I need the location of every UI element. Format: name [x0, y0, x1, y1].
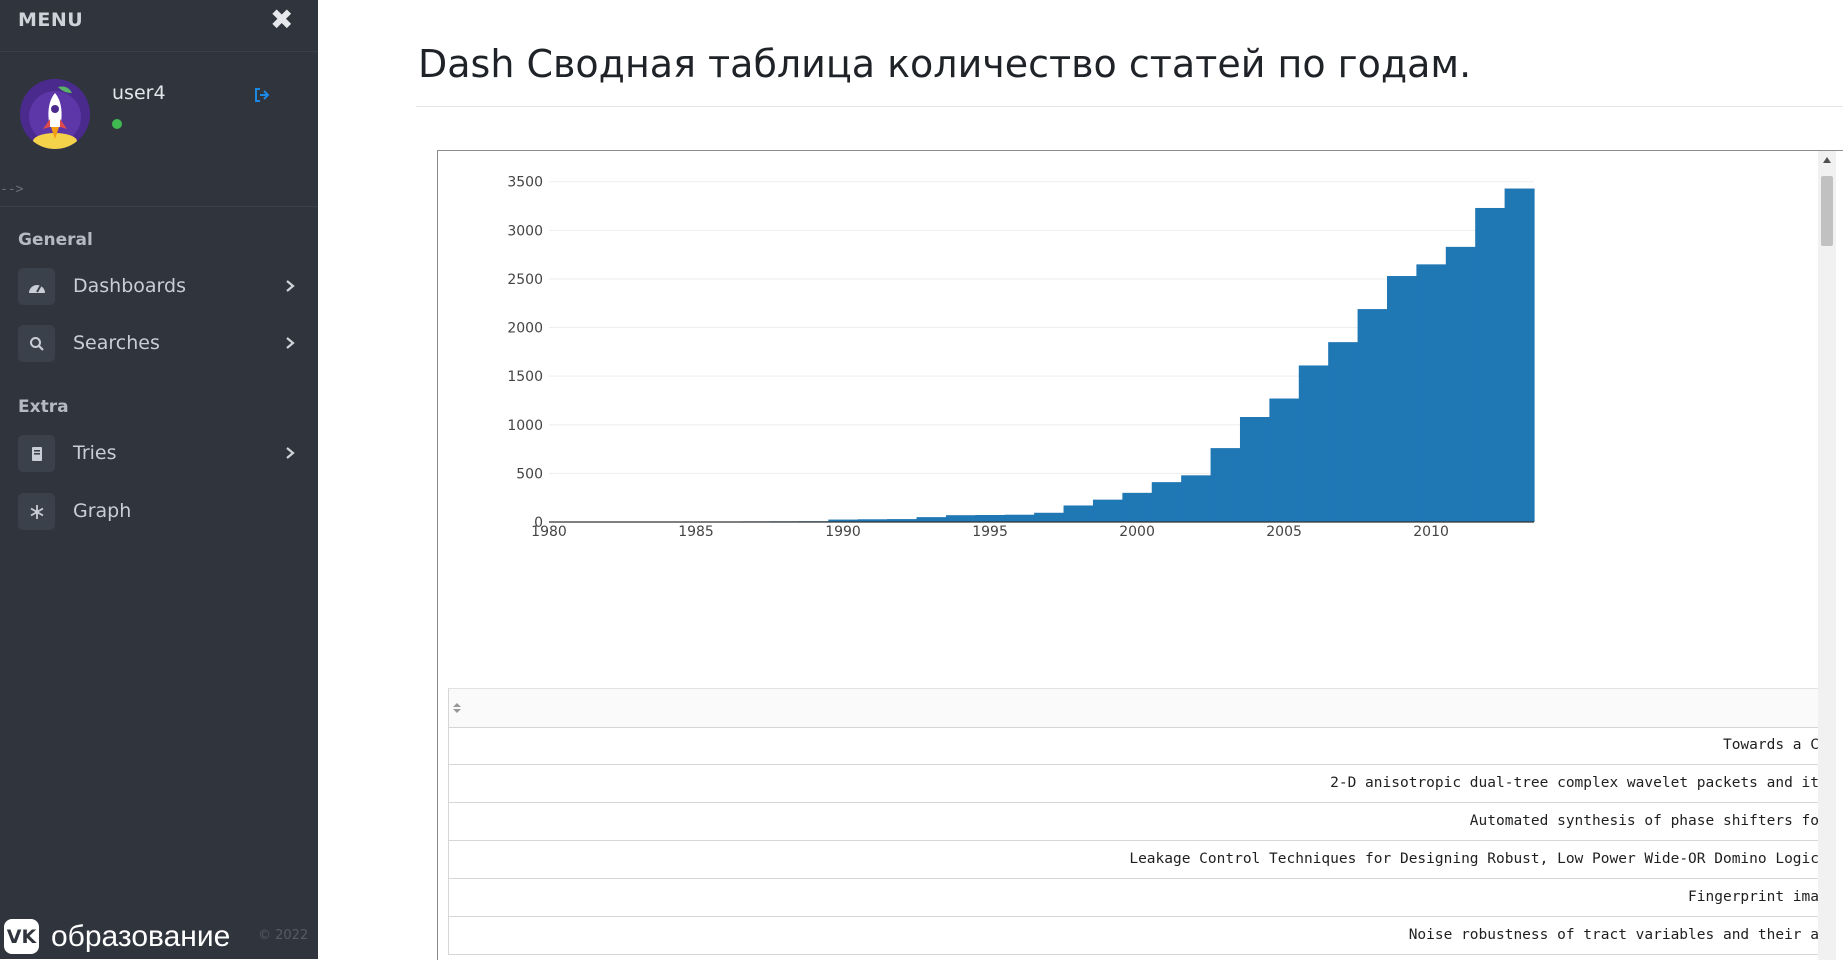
bar[interactable]: [1446, 247, 1476, 522]
bar[interactable]: [1299, 365, 1329, 522]
bar[interactable]: [1475, 208, 1505, 522]
bar[interactable]: [1152, 482, 1182, 522]
username: user4: [112, 82, 166, 104]
table-row[interactable]: Leakage Control Techniques for Designing…: [448, 841, 1819, 879]
bar[interactable]: [1358, 309, 1388, 522]
bar[interactable]: [975, 515, 1005, 522]
sidebar-item-label: Graph: [73, 500, 131, 522]
x-tick-label: 1985: [678, 524, 714, 540]
y-tick-label: 3000: [507, 223, 543, 239]
bar[interactable]: [1005, 515, 1035, 522]
sidebar-item-label: Tries: [73, 442, 117, 464]
y-tick-label: 1500: [507, 369, 543, 385]
table-cell: Towards a C: [449, 727, 1819, 764]
scroll-up-arrow-icon[interactable]: [1818, 153, 1836, 167]
bar[interactable]: [1181, 475, 1211, 522]
copyright-text: © 2022: [258, 928, 308, 943]
sidebar-item-graph[interactable]: Graph: [0, 490, 318, 538]
bar[interactable]: [1034, 513, 1064, 522]
bar[interactable]: [1093, 500, 1123, 522]
x-tick-label: 1990: [825, 524, 861, 540]
table-header: [448, 688, 1819, 728]
page-title: Dash Сводная таблица количество статей п…: [418, 42, 1471, 86]
vk-logo-icon: VK: [4, 919, 39, 954]
bar[interactable]: [1505, 189, 1535, 522]
section-label-general: General: [18, 230, 93, 250]
table-cell: Noise robustness of tract variables and …: [449, 917, 1819, 954]
divider: [0, 51, 318, 52]
article-title: Noise robustness of tract variables and …: [1409, 927, 1819, 943]
article-title: Leakage Control Techniques for Designing…: [1129, 851, 1819, 867]
sidebar-item-label: Searches: [73, 332, 160, 354]
logout-icon[interactable]: [254, 87, 270, 106]
x-tick-label: 1980: [531, 524, 567, 540]
bar[interactable]: [1269, 399, 1299, 522]
scroll-thumb[interactable]: [1821, 176, 1833, 246]
menu-title: MENU: [18, 9, 83, 31]
sidebar-item-searches[interactable]: Searches: [0, 322, 318, 370]
table-row[interactable]: Noise robustness of tract variables and …: [448, 917, 1819, 955]
table-row[interactable]: Automated synthesis of phase shifters fo: [448, 803, 1819, 841]
article-title: Towards a C: [1723, 737, 1819, 753]
article-title: Automated synthesis of phase shifters fo: [1470, 813, 1819, 829]
section-label-extra: Extra: [18, 397, 69, 417]
search-icon: [18, 325, 55, 362]
x-tick-label: 1995: [972, 524, 1008, 540]
article-title: Fingerprint ima: [1688, 889, 1819, 905]
snowflake-icon: [18, 493, 55, 530]
comment-arrow-text: -->: [0, 182, 23, 197]
bar[interactable]: [1387, 276, 1417, 522]
y-tick-label: 500: [516, 466, 543, 482]
book-icon: [18, 435, 55, 472]
dashboard-icon: [18, 268, 55, 305]
sidebar-item-dashboards[interactable]: Dashboards: [0, 265, 318, 313]
bar[interactable]: [1211, 448, 1241, 522]
table-cell: 2-D anisotropic dual-tree complex wavele…: [449, 765, 1819, 802]
bar[interactable]: [1064, 505, 1094, 522]
table-row[interactable]: Fingerprint ima: [448, 879, 1819, 917]
bar[interactable]: [1122, 493, 1152, 522]
y-tick-label: 1000: [507, 418, 543, 434]
y-tick-label: 2500: [507, 272, 543, 288]
bar[interactable]: [1328, 342, 1358, 522]
table-cell: Leakage Control Techniques for Designing…: [449, 841, 1819, 878]
vk-education-logo: VK образование: [4, 919, 230, 954]
chevron-right-icon: [285, 444, 295, 462]
table-cell: Fingerprint ima: [449, 879, 1819, 916]
chart-bars: [593, 189, 1534, 522]
bar[interactable]: [1416, 264, 1446, 522]
y-tick-label: 3500: [507, 175, 543, 191]
sidebar-item-label: Dashboards: [73, 275, 186, 297]
avatar: [20, 79, 90, 149]
y-tick-label: 2000: [507, 321, 543, 337]
chevron-right-icon: [285, 277, 295, 295]
table-row[interactable]: Towards a C: [448, 727, 1819, 765]
bar[interactable]: [1240, 417, 1270, 522]
table-row[interactable]: 2-D anisotropic dual-tree complex wavele…: [448, 765, 1819, 803]
sidebar: MENU ✖ user4 --> General: [0, 0, 318, 959]
close-icon[interactable]: ✖: [270, 6, 293, 34]
title-divider: [416, 106, 1843, 107]
x-tick-label: 2010: [1413, 524, 1449, 540]
x-tick-label: 2000: [1119, 524, 1155, 540]
online-status-dot: [112, 119, 122, 129]
vertical-scrollbar[interactable]: [1818, 151, 1836, 960]
chevron-right-icon: [285, 334, 295, 352]
table-cell: Automated synthesis of phase shifters fo: [449, 803, 1819, 840]
bar[interactable]: [946, 515, 976, 522]
article-title: 2-D anisotropic dual-tree complex wavele…: [1330, 775, 1819, 791]
sidebar-item-tries[interactable]: Tries: [0, 432, 318, 480]
sort-icon[interactable]: [452, 702, 462, 714]
divider: [0, 206, 318, 207]
bar[interactable]: [917, 517, 947, 522]
x-tick-label: 2005: [1266, 524, 1302, 540]
brand-text: образование: [51, 920, 230, 954]
